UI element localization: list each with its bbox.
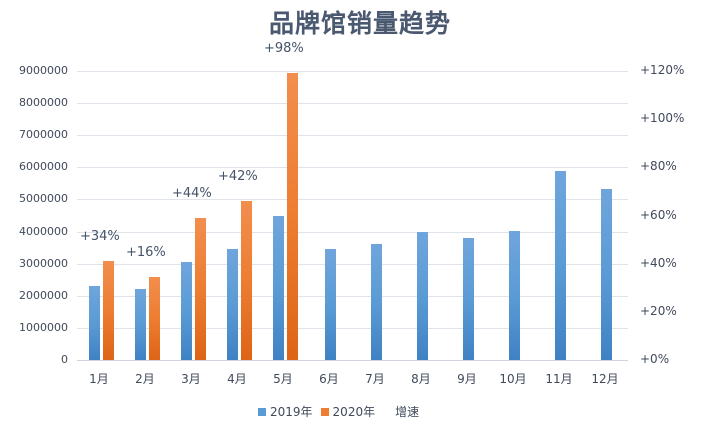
gridline (77, 360, 628, 361)
x-axis-tick: 1月 (89, 372, 109, 386)
gridline (77, 135, 628, 136)
bar-2019 (227, 249, 238, 360)
bar-2020 (149, 277, 160, 360)
legend-label-growth: 增速 (395, 405, 420, 419)
y-axis-tick: 7000000 (19, 128, 68, 141)
x-axis-tick: 5月 (273, 372, 293, 386)
x-axis-tick: 10月 (499, 372, 527, 386)
gridline (77, 232, 628, 233)
x-axis-tick: 2月 (135, 372, 155, 386)
x-axis-tick: 11月 (545, 372, 573, 386)
legend-item-2020: 2020年 (320, 403, 376, 420)
x-axis-tick: 3月 (181, 372, 201, 386)
y-axis-tick: 6000000 (19, 160, 68, 173)
gridline (77, 328, 628, 329)
growth-label: +44% (172, 186, 212, 202)
y2-axis-tick: +60% (640, 208, 677, 222)
bar-2019 (601, 188, 612, 360)
legend-item-2019: 2019年 (258, 403, 313, 420)
y-axis-tick: 0 (61, 353, 68, 366)
legend-label-2019: 2019年 (270, 405, 313, 419)
bar-2020 (103, 261, 114, 360)
x-axis-tick: 4月 (227, 372, 247, 386)
bar-2019 (417, 231, 428, 360)
x-axis-tick: 7月 (365, 372, 385, 386)
bar-2019 (325, 249, 336, 360)
x-axis-tick: 12月 (591, 372, 619, 386)
y-axis-tick: 2000000 (19, 289, 68, 302)
bar-2019 (181, 262, 192, 360)
bar-2019 (371, 244, 382, 360)
gridline (77, 167, 628, 168)
legend: 2019年 2020年 增速 (258, 403, 427, 420)
bar-2019 (135, 289, 146, 360)
y2-axis-tick: +80% (640, 159, 677, 173)
legend-item-growth: 增速 (395, 403, 419, 420)
growth-label: +16% (126, 245, 166, 261)
y2-axis-tick: +0% (640, 352, 670, 366)
gridline (77, 103, 628, 104)
growth-label: +42% (218, 169, 258, 185)
x-axis-tick: 6月 (319, 372, 339, 386)
bar-2019 (89, 286, 100, 360)
bar-2020 (287, 72, 298, 360)
y-axis-tick: 9000000 (19, 64, 68, 77)
y-axis-tick: 5000000 (19, 192, 68, 205)
legend-label-2020: 2020年 (332, 405, 376, 419)
gridline (77, 296, 628, 297)
bar-2019 (555, 170, 566, 360)
gridline (77, 199, 628, 200)
y-axis-tick: 3000000 (19, 257, 68, 270)
y2-axis-tick: +120% (640, 63, 685, 77)
gridline (77, 264, 628, 265)
gridline (77, 71, 628, 72)
x-axis-tick: 9月 (457, 372, 477, 386)
y2-axis-tick: +20% (640, 304, 677, 318)
bar-2019 (463, 237, 474, 360)
bar-2019 (273, 216, 284, 360)
growth-label: +34% (80, 229, 120, 245)
growth-label: +98% (264, 40, 304, 56)
bar-2020 (195, 218, 206, 360)
y-axis-tick: 1000000 (19, 321, 68, 334)
y2-axis-tick: +100% (640, 111, 685, 125)
y-axis-tick: 4000000 (19, 225, 68, 238)
x-axis-tick: 8月 (411, 372, 431, 386)
y-axis-tick: 8000000 (19, 96, 68, 109)
bar-2020 (241, 201, 252, 360)
y2-axis-tick: +40% (640, 256, 677, 270)
legend-swatch-2019 (258, 407, 266, 416)
bar-2019 (509, 230, 520, 360)
chart-title: 品牌馆销量趋势 (268, 9, 451, 38)
legend-swatch-2020 (320, 407, 329, 416)
